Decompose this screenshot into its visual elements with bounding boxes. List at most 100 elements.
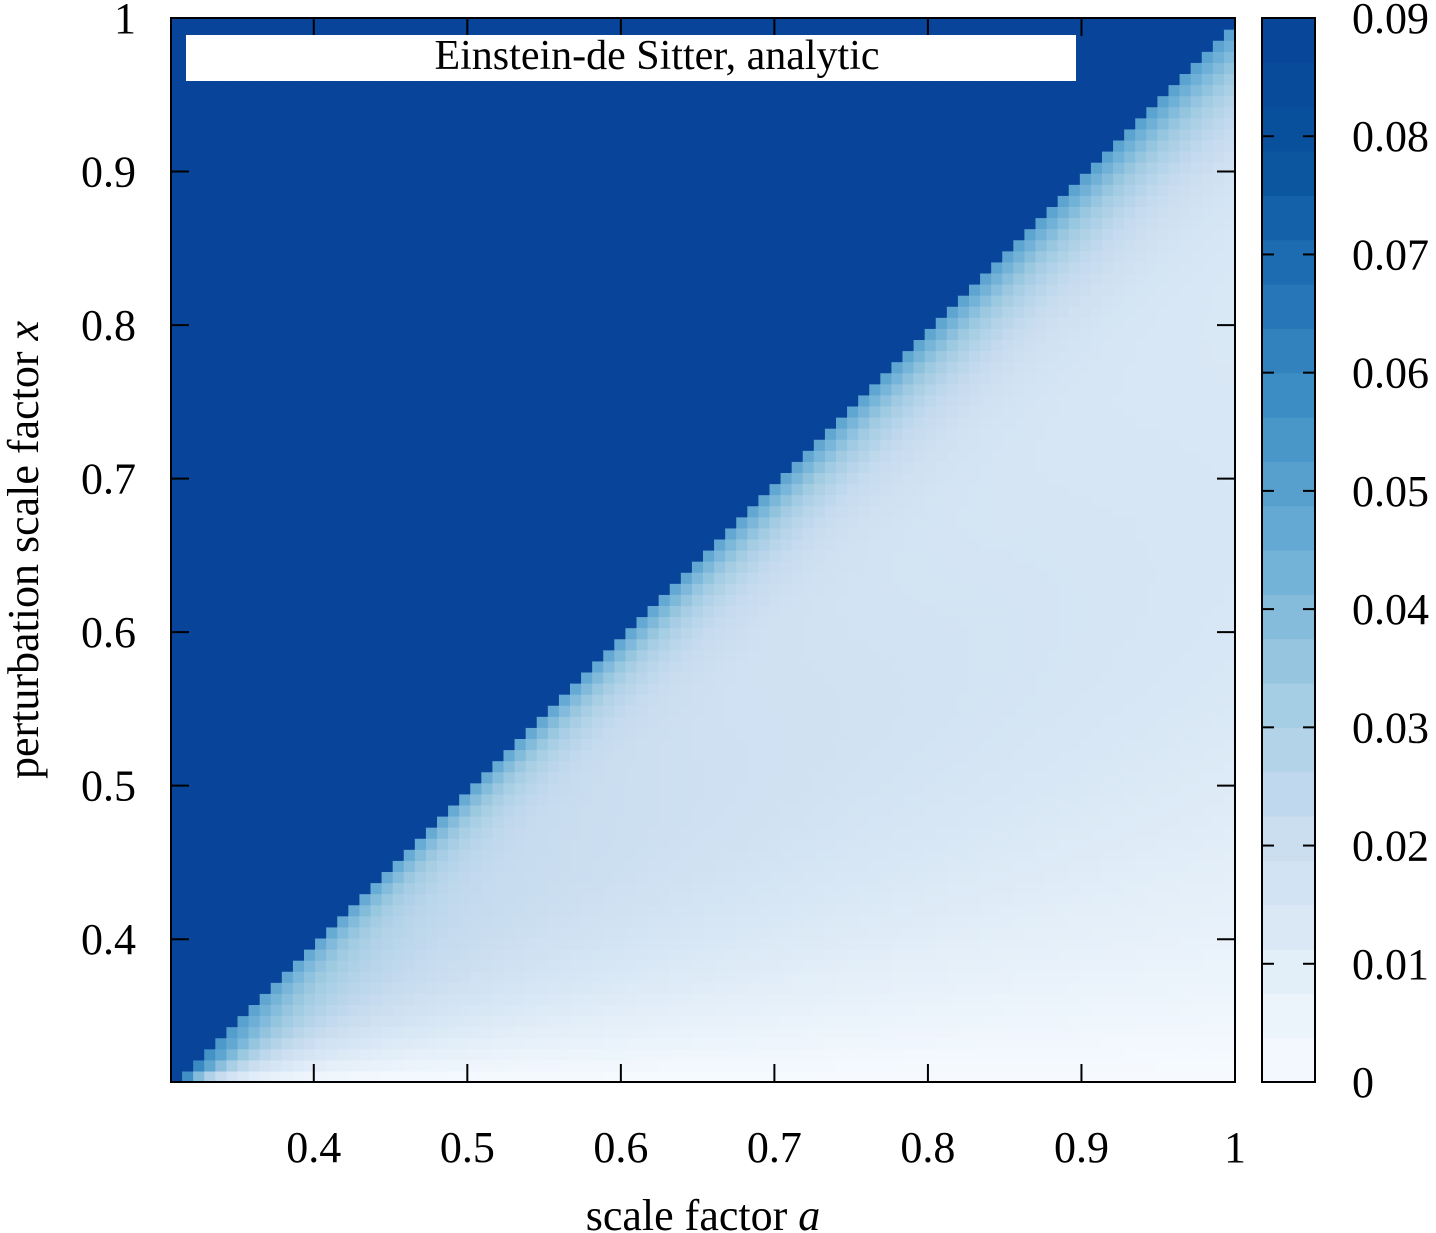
heatmap-cell bbox=[703, 95, 715, 108]
heatmap-cell bbox=[536, 483, 549, 496]
heatmap-cell bbox=[625, 184, 638, 196]
heatmap-cell bbox=[603, 993, 615, 1006]
heatmap-cell bbox=[647, 771, 660, 784]
heatmap-cell bbox=[359, 782, 372, 795]
heatmap-cell bbox=[647, 350, 660, 363]
heatmap-cell bbox=[636, 228, 649, 241]
heatmap-cell bbox=[193, 1070, 205, 1083]
heatmap-cell bbox=[680, 339, 693, 352]
heatmap-cell bbox=[680, 804, 693, 817]
heatmap-cell bbox=[581, 228, 593, 241]
heatmap-cell bbox=[558, 405, 571, 418]
heatmap-cell bbox=[503, 317, 516, 329]
heatmap-cell bbox=[503, 29, 516, 41]
heatmap-cell bbox=[625, 738, 638, 751]
heatmap-cell bbox=[281, 804, 294, 817]
heatmap-cell bbox=[403, 627, 416, 640]
heatmap-cell bbox=[326, 417, 338, 429]
heatmap-cell bbox=[481, 483, 494, 496]
heatmap-cell bbox=[414, 139, 427, 152]
heatmap-cell bbox=[603, 871, 615, 884]
heatmap-cell bbox=[625, 849, 638, 861]
heatmap-cell bbox=[680, 217, 693, 230]
heatmap-cell bbox=[669, 771, 682, 784]
heatmap-cell bbox=[381, 937, 394, 950]
heatmap-cell bbox=[448, 816, 460, 828]
heatmap-cell bbox=[647, 705, 660, 717]
heatmap-cell bbox=[536, 239, 549, 252]
heatmap-cell bbox=[725, 583, 737, 595]
heatmap-cell bbox=[448, 605, 460, 618]
heatmap-cell bbox=[215, 151, 228, 163]
heatmap-cell bbox=[171, 871, 183, 884]
heatmap-cell bbox=[481, 760, 494, 773]
heatmap-cell bbox=[470, 494, 482, 507]
heatmap-cell bbox=[570, 716, 582, 728]
heatmap-cell bbox=[558, 295, 571, 307]
heatmap-cell bbox=[647, 239, 660, 252]
heatmap-cell bbox=[636, 816, 649, 828]
heatmap-cell bbox=[315, 1026, 327, 1039]
heatmap-cell bbox=[237, 405, 250, 418]
heatmap-cell bbox=[270, 29, 283, 41]
heatmap-cell bbox=[204, 561, 216, 573]
heatmap-cell bbox=[359, 616, 372, 629]
heatmap-cell bbox=[636, 461, 649, 474]
heatmap-cell bbox=[425, 405, 438, 418]
heatmap-cell bbox=[492, 95, 505, 108]
heatmap-cell bbox=[725, 716, 737, 728]
heatmap-cell bbox=[370, 261, 383, 274]
heatmap-cell bbox=[193, 705, 205, 717]
heatmap-cell bbox=[470, 394, 482, 407]
heatmap-cell bbox=[270, 317, 283, 329]
heatmap-cell bbox=[414, 128, 427, 141]
heatmap-cell bbox=[558, 84, 571, 97]
heatmap-cell bbox=[171, 904, 183, 917]
heatmap-cell bbox=[315, 350, 327, 363]
heatmap-cell bbox=[182, 782, 194, 795]
heatmap-cell bbox=[281, 893, 294, 906]
heatmap-cell bbox=[215, 904, 228, 917]
heatmap-cell bbox=[414, 439, 427, 451]
heatmap-cell bbox=[370, 738, 383, 751]
heatmap-cell bbox=[337, 217, 349, 230]
heatmap-cell bbox=[703, 926, 715, 939]
heatmap-cell bbox=[370, 760, 383, 773]
heatmap-cell bbox=[459, 816, 471, 828]
heatmap-cell bbox=[259, 882, 272, 895]
heatmap-cell bbox=[725, 993, 737, 1006]
heatmap-cell bbox=[326, 84, 338, 97]
heatmap-cell bbox=[503, 339, 516, 352]
heatmap-cell bbox=[270, 849, 283, 861]
heatmap-cell bbox=[658, 450, 671, 462]
heatmap-cell bbox=[403, 705, 416, 717]
heatmap-cell bbox=[370, 461, 383, 474]
heatmap-cell bbox=[725, 649, 737, 662]
heatmap-cell bbox=[703, 760, 715, 773]
heatmap-cell bbox=[481, 771, 494, 784]
heatmap-cell bbox=[658, 871, 671, 884]
heatmap-cell bbox=[481, 1048, 494, 1061]
heatmap-cell bbox=[292, 749, 305, 762]
heatmap-cell bbox=[414, 405, 427, 418]
heatmap-cell bbox=[703, 893, 715, 906]
heatmap-cell bbox=[381, 195, 394, 208]
heatmap-cell bbox=[581, 328, 593, 341]
heatmap-cell bbox=[292, 605, 305, 618]
heatmap-cell bbox=[691, 505, 704, 518]
heatmap-cell bbox=[636, 18, 649, 30]
heatmap-cell bbox=[625, 195, 638, 208]
heatmap-cell bbox=[459, 638, 471, 651]
heatmap-cell bbox=[536, 95, 549, 108]
heatmap-cell bbox=[503, 993, 516, 1006]
heatmap-cell bbox=[237, 128, 250, 141]
heatmap-cell bbox=[614, 627, 627, 640]
heatmap-cell bbox=[536, 926, 549, 939]
heatmap-cell bbox=[370, 428, 383, 440]
heatmap-cell bbox=[437, 494, 449, 507]
heatmap-cell bbox=[592, 804, 604, 817]
heatmap-cell bbox=[503, 671, 516, 684]
heatmap-cell bbox=[215, 261, 228, 274]
heatmap-cell bbox=[669, 660, 682, 673]
heatmap-cell bbox=[348, 616, 361, 629]
